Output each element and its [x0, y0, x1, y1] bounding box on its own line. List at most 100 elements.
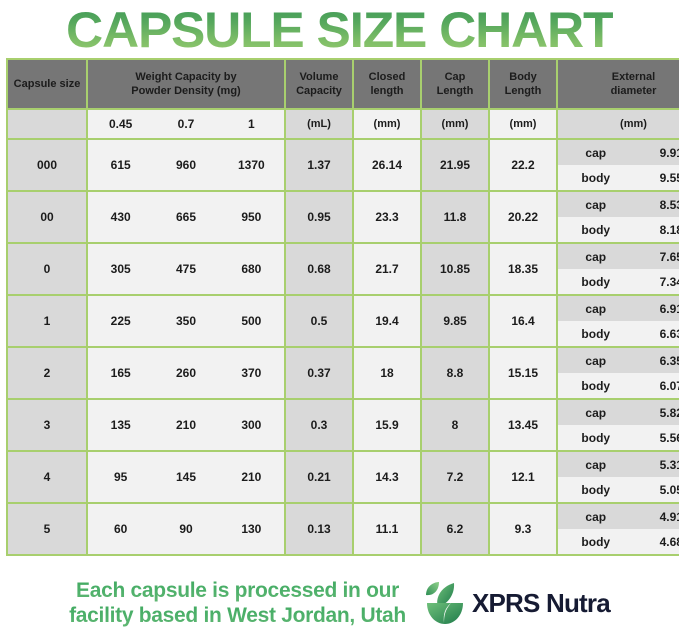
- ext-diameter-cap-row: cap 4.91: [558, 504, 679, 529]
- units-density-045: 0.45: [108, 117, 133, 131]
- cell-closed-length: 21.7: [352, 242, 422, 296]
- cell-volume-capacity: 1.37: [284, 138, 354, 192]
- header-weight-capacity-line1: Weight Capacity by: [135, 71, 237, 83]
- ext-diameter-cap-row: cap 6.91: [558, 296, 679, 321]
- cell-density-045: 615: [110, 158, 131, 172]
- cell-cap-length: 8: [420, 398, 490, 452]
- ext-diameter-body-value: 7.34: [659, 274, 679, 289]
- cell-cap-length: 7.2: [420, 450, 490, 504]
- cell-capsule-size: 000: [6, 138, 88, 192]
- cell-body-length: 12.1: [488, 450, 558, 504]
- cell-volume-capacity: 0.5: [284, 294, 354, 348]
- ext-diameter-cap-value: 4.91: [659, 509, 679, 524]
- ext-diameter-cap-row: cap 5.82: [558, 400, 679, 425]
- ext-diameter-body-row: body 8.18: [558, 217, 679, 242]
- cell-closed-length: 18: [352, 346, 422, 400]
- header-body-length-line2: Length: [504, 85, 542, 97]
- ext-diameter-body-row: body 6.07: [558, 373, 679, 398]
- header-body-length: Body Length: [488, 58, 558, 110]
- header-external-diameter: External diameter: [556, 58, 679, 110]
- cell-density-07: 90: [179, 522, 193, 536]
- cell-density-045: 165: [110, 366, 131, 380]
- header-volume-capacity-line2: Capacity: [296, 85, 342, 97]
- ext-diameter-body-value: 6.63: [659, 326, 679, 341]
- footer-bar: Each capsule is processed in our facilit…: [0, 570, 679, 640]
- cell-capsule-size: 5: [6, 502, 88, 556]
- title-bar: CAPSULE SIZE CHART: [0, 0, 679, 58]
- cell-density-045: 95: [113, 470, 128, 484]
- cell-body-length: 13.45: [488, 398, 558, 452]
- units-external-diameter: (mm): [556, 108, 679, 140]
- cell-density-1: 210: [241, 470, 262, 484]
- table-header-row: Capsule size Weight Capacity by Powder D…: [6, 58, 679, 110]
- ext-diameter-body-row: body 6.63: [558, 321, 679, 346]
- cell-capsule-size: 00: [6, 190, 88, 244]
- units-body-length: (mm): [488, 108, 558, 140]
- cell-cap-length: 11.8: [420, 190, 490, 244]
- cell-density-045: 225: [110, 314, 131, 328]
- header-capsule-size: Capsule size: [6, 58, 88, 110]
- cell-closed-length: 14.3: [352, 450, 422, 504]
- cell-capsule-size: 1: [6, 294, 88, 348]
- cell-density-07: 960: [175, 158, 196, 172]
- cell-body-length: 16.4: [488, 294, 558, 348]
- cell-external-diameter: cap 5.82 body 5.56: [556, 398, 679, 452]
- cell-density-045: 60: [113, 522, 128, 536]
- ext-diameter-cap-label: cap: [585, 509, 607, 524]
- ext-diameter-body-label: body: [581, 170, 611, 185]
- ext-diameter-cap-value: 6.91: [659, 301, 679, 316]
- cell-closed-length: 26.14: [352, 138, 422, 192]
- ext-diameter-cap-value: 7.65: [659, 249, 679, 264]
- cell-density-1: 370: [241, 366, 262, 380]
- ext-diameter-body-value: 4.68: [659, 534, 679, 549]
- ext-diameter-body-value: 8.18: [659, 222, 679, 237]
- ext-diameter-body-label: body: [581, 534, 611, 549]
- ext-diameter-cap-row: cap 9.91: [558, 140, 679, 165]
- header-closed-length-line2: length: [370, 85, 404, 97]
- brand-name: XPRS Nutra: [471, 587, 611, 618]
- ext-diameter-cap-row: cap 5.31: [558, 452, 679, 477]
- ext-diameter-cap-label: cap: [585, 405, 607, 420]
- cell-density-07: 475: [175, 262, 196, 276]
- ext-diameter-cap-value: 5.31: [659, 457, 679, 472]
- cell-density-1: 300: [241, 418, 262, 432]
- cell-weight-capacity-group: 305 475 680: [86, 242, 286, 296]
- cell-density-1: 500: [241, 314, 262, 328]
- header-weight-capacity-line2: Powder Density (mg): [131, 85, 241, 97]
- ext-diameter-body-value: 5.05: [659, 482, 679, 497]
- ext-diameter-cap-row: cap 6.35: [558, 348, 679, 373]
- ext-diameter-body-label: body: [581, 326, 611, 341]
- cell-weight-capacity-group: 430 665 950: [86, 190, 286, 244]
- cell-closed-length: 15.9: [352, 398, 422, 452]
- cell-external-diameter: cap 5.31 body 5.05: [556, 450, 679, 504]
- cell-external-diameter: cap 9.91 body 9.55: [556, 138, 679, 192]
- units-volume-capacity: (mL): [284, 108, 354, 140]
- header-external-diameter-line1: External: [611, 71, 656, 83]
- cell-weight-capacity-group: 225 350 500: [86, 294, 286, 348]
- cell-capsule-size: 4: [6, 450, 88, 504]
- header-volume-capacity-line1: Volume: [299, 71, 339, 83]
- header-external-diameter-line2: diameter: [610, 85, 657, 97]
- cell-capsule-size: 3: [6, 398, 88, 452]
- brand-logo: XPRS Nutra: [424, 581, 611, 625]
- cell-capsule-size: 0: [6, 242, 88, 296]
- cell-body-length: 15.15: [488, 346, 558, 400]
- cell-cap-length: 9.85: [420, 294, 490, 348]
- cell-density-1: 130: [241, 522, 262, 536]
- cell-cap-length: 8.8: [420, 346, 490, 400]
- cell-external-diameter: cap 6.91 body 6.63: [556, 294, 679, 348]
- header-closed-length: Closed length: [352, 58, 422, 110]
- cell-density-1: 950: [241, 210, 262, 224]
- ext-diameter-cap-value: 9.91: [659, 145, 679, 160]
- header-cap-length-line2: Length: [436, 85, 474, 97]
- ext-diameter-body-row: body 5.56: [558, 425, 679, 450]
- header-volume-capacity: Volume Capacity: [284, 58, 354, 110]
- table-units-row: 0.45 0.7 1 (mL) (mm) (mm) (mm) (mm): [6, 108, 679, 140]
- cell-weight-capacity-group: 615 960 1370: [86, 138, 286, 192]
- footer-message-line2: facility based in West Jordan, Utah: [69, 604, 406, 627]
